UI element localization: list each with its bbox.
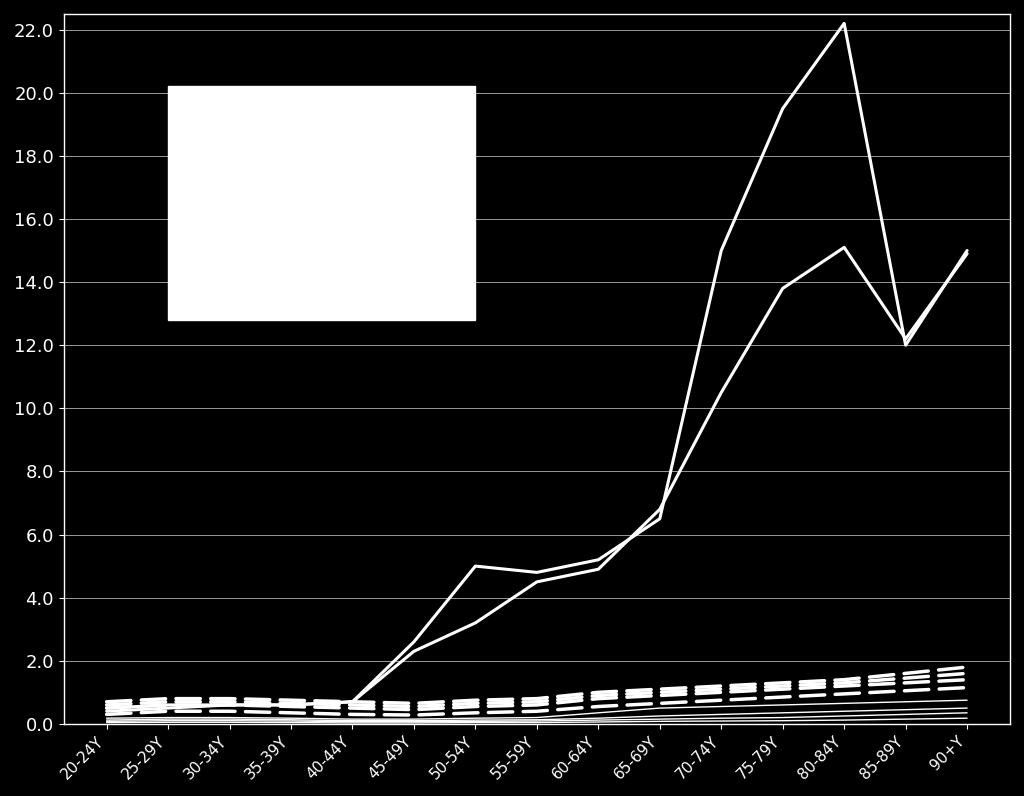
Bar (168, 87, 475, 320)
